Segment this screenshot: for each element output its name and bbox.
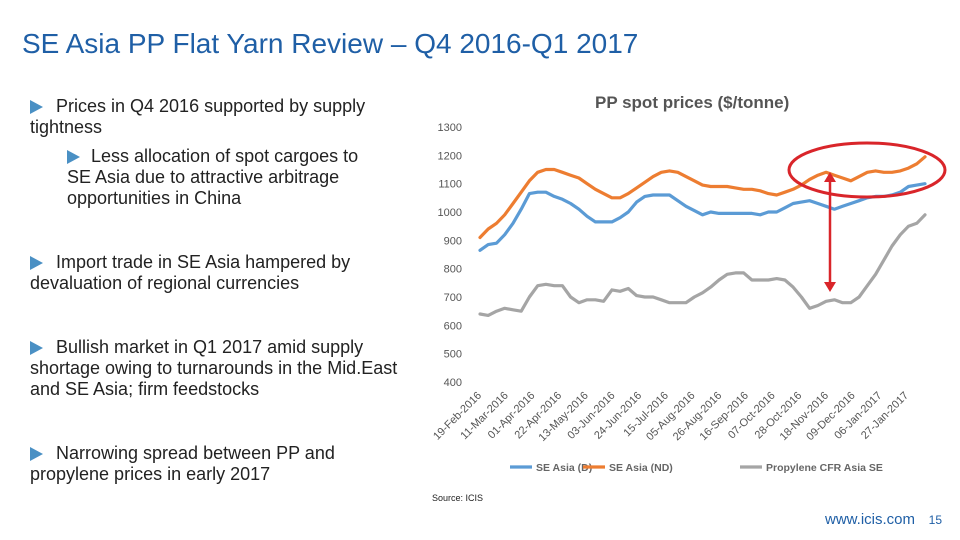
series-line-2 — [478, 213, 927, 317]
source-note: Source: ICIS — [432, 493, 484, 503]
chart-legend: SE Asia (D) SE Asia (ND) Propylene CFR Asi… — [510, 462, 883, 474]
chart-title: PP spot prices ($/tonne) — [595, 93, 789, 112]
footer-url[interactable]: www.icis.com — [824, 511, 915, 528]
y-tick-label: 800 — [444, 264, 462, 276]
highlight-ellipse — [787, 141, 947, 199]
y-axis: 1300 1200 1100 1000 900 800 700 600 500 400 — [438, 122, 462, 389]
page-title: SE Asia PP Flat Yarn Review – Q4 2016-Q1… — [22, 28, 639, 59]
bullet-marker-icon — [67, 150, 80, 164]
arrow-up-icon — [824, 172, 836, 182]
bullet-item: Import trade in SE Asia hampered by deva… — [30, 252, 405, 294]
x-axis: 19-Feb-201611-Mar-201601-Apr-201622-Apr-… — [431, 390, 911, 444]
bullet-text: Narrowing spread between PP and propylen… — [30, 443, 335, 484]
y-tick-label: 900 — [444, 235, 462, 247]
series-lines — [478, 155, 927, 317]
bullet-text: Prices in Q4 2016 supported by supply ti… — [30, 96, 366, 137]
y-tick-label: 400 — [444, 377, 462, 389]
bullet-item: Narrowing spread between PP and propylen… — [30, 443, 405, 485]
y-tick-label: 1100 — [438, 179, 462, 191]
highlight-annotation — [787, 141, 947, 292]
bullet-marker-icon — [30, 341, 43, 355]
bullet-marker-icon — [30, 447, 43, 461]
bullet-item: Prices in Q4 2016 supported by supply ti… — [30, 96, 405, 138]
y-tick-label: 600 — [444, 320, 462, 332]
legend-label: SE Asia (D) — [536, 462, 592, 474]
bullet-text: Bullish market in Q1 2017 amid supply sh… — [30, 337, 398, 399]
y-tick-label: 1300 — [438, 122, 462, 134]
y-tick-label: 1200 — [438, 150, 462, 162]
series-line-1 — [478, 155, 927, 240]
y-tick-label: 500 — [444, 349, 462, 361]
sub-bullet-item: Less allocation of spot cargoes to SE As… — [67, 146, 387, 209]
page-number: 15 — [928, 513, 942, 527]
y-tick-label: 1000 — [438, 207, 462, 219]
bullet-text: Import trade in SE Asia hampered by deva… — [30, 252, 351, 293]
arrow-down-icon — [824, 282, 836, 292]
pp-spot-price-chart: PP spot prices ($/tonne) 1300 1200 1100 100… — [431, 93, 947, 474]
bullet-marker-icon — [30, 256, 43, 270]
y-tick-label: 700 — [444, 292, 462, 304]
series-line-0 — [478, 182, 927, 252]
legend-label: SE Asia (ND) — [609, 462, 673, 474]
bullet-marker-icon — [30, 100, 43, 114]
bullet-item: Bullish market in Q1 2017 amid supply sh… — [30, 337, 405, 400]
legend-label: Propylene CFR Asia SE — [766, 462, 883, 474]
bullet-text: Less allocation of spot cargoes to SE As… — [67, 146, 359, 208]
